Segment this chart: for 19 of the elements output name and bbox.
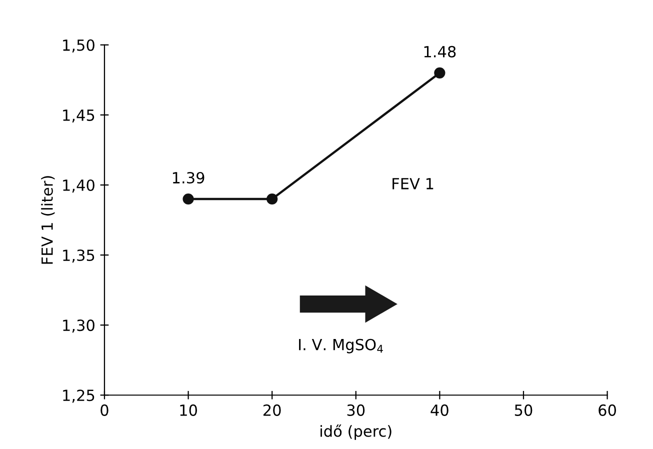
y-tick-label: 1,35 (63, 249, 94, 263)
x-tick-label: 0 (100, 404, 108, 416)
data-label: 1.48 (424, 46, 456, 58)
y-axis-title: FEV 1 (liter) (41, 176, 55, 264)
y-tick-label: 1,45 (63, 110, 94, 123)
y-tick-label: 1,50 (63, 39, 94, 52)
y-tick-label: 1,25 (63, 390, 94, 403)
x-axis-title: idő (perc) (320, 424, 392, 440)
text: FEV 1 (392, 178, 434, 190)
y-tick-label: 1,40 (63, 179, 94, 193)
x-tick-label: 50 (514, 404, 532, 416)
x-tick-label: 30 (347, 404, 365, 416)
annotation: I. V. MgSO$_{4}$ (299, 338, 383, 354)
y-tick-label: 1,30 (63, 320, 94, 333)
x-tick-label: 40 (430, 404, 448, 416)
data-label: 1.39 (172, 172, 204, 184)
x-tick-label: 20 (263, 404, 281, 416)
x-tick-label: 10 (180, 404, 197, 416)
x-tick-label: 60 (598, 404, 616, 416)
